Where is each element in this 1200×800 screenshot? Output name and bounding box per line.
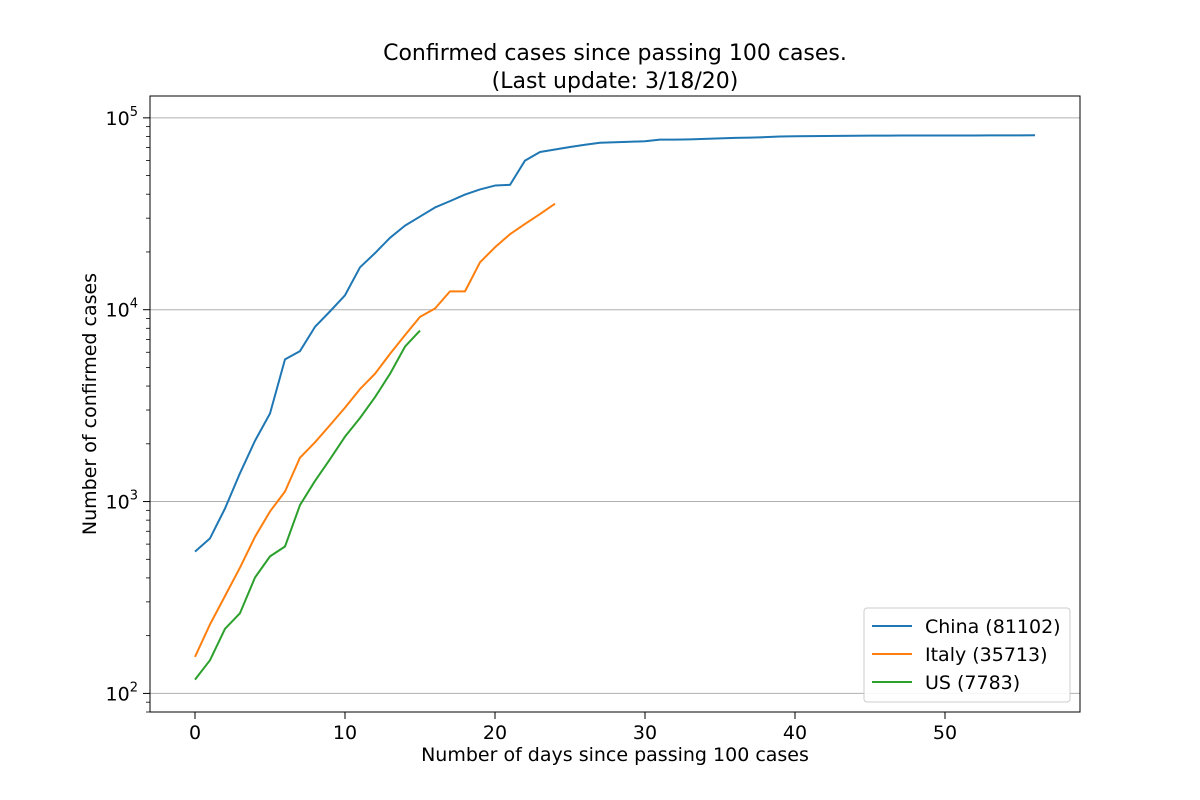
x-axis: 0 10 20 30 40 50 xyxy=(189,712,957,744)
y-axis-label: Number of confirmed cases xyxy=(79,273,101,535)
legend-label: China (81102) xyxy=(925,616,1061,638)
series-line-1 xyxy=(194,134,1036,553)
chart-title-line1: Confirmed cases since passing 100 cases. xyxy=(383,41,847,66)
y-tick-label: 102 xyxy=(106,680,138,705)
plot-frame xyxy=(149,95,1081,713)
series-line-3 xyxy=(194,329,421,681)
y-tick-label: 105 xyxy=(106,105,138,130)
y-tick-label: 104 xyxy=(106,297,138,322)
series-line-2 xyxy=(194,202,556,658)
series-lines xyxy=(194,134,1036,681)
legend-label: US (7783) xyxy=(925,672,1020,694)
x-tick-label: 30 xyxy=(633,722,657,744)
chart-title-line2: (Last update: 3/18/20) xyxy=(492,69,739,94)
x-tick-label: 40 xyxy=(783,722,807,744)
x-axis-label: Number of days since passing 100 cases xyxy=(421,744,809,766)
x-tick-label: 20 xyxy=(483,722,507,744)
legend-label: Italy (35713) xyxy=(925,644,1048,666)
legend-box xyxy=(863,607,1071,703)
x-tick-label: 10 xyxy=(333,722,357,744)
y-axis: 102 103 104 105 xyxy=(106,105,150,713)
x-tick-label: 0 xyxy=(189,722,201,744)
y-tick-label: 103 xyxy=(106,489,138,514)
x-tick-label: 50 xyxy=(933,722,957,744)
legend: China (81102) Italy (35713) US (7783) xyxy=(863,607,1071,703)
